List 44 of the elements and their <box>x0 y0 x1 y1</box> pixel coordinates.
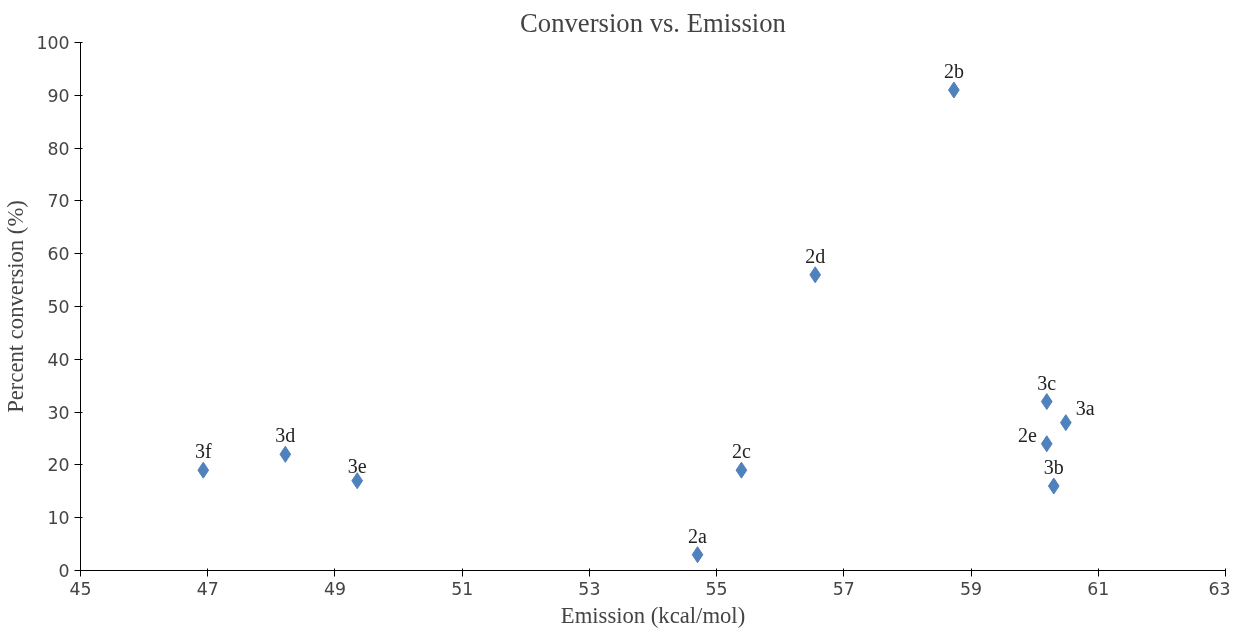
point <box>279 445 292 463</box>
text: 2d <box>805 244 826 267</box>
y-tick-label: 90 <box>47 85 70 106</box>
text: 3c <box>1037 371 1057 394</box>
x-tick-label: 51 <box>451 578 474 599</box>
x-tick-label: 47 <box>196 578 219 599</box>
y-tick-label: 70 <box>47 191 70 212</box>
y-tick-label: 80 <box>47 138 70 159</box>
text: 3b <box>1043 456 1064 479</box>
text: 3d <box>275 424 296 447</box>
point <box>197 461 210 479</box>
point <box>1040 435 1053 453</box>
point <box>351 472 364 490</box>
y-tick-label: 40 <box>47 349 70 370</box>
text: 2b <box>943 60 964 83</box>
text: 2c <box>731 440 751 463</box>
x-tick-label: 53 <box>578 578 601 599</box>
y-axis-title: Percent conversion (%) <box>3 200 29 413</box>
point <box>809 266 822 284</box>
x-tick-label: 59 <box>960 578 983 599</box>
point <box>691 546 704 564</box>
y-tick-label: 50 <box>47 297 70 317</box>
y-tick-label: 60 <box>47 244 70 265</box>
x-axis-title: Emission (kcal/mol) <box>560 602 746 628</box>
point <box>735 461 748 479</box>
text: 3e <box>347 454 367 477</box>
y-tick-label: 10 <box>47 508 70 529</box>
chart-title: Conversion vs. Emission <box>520 7 786 38</box>
y-tick-label: 30 <box>47 402 70 423</box>
text: 3f <box>194 440 212 463</box>
point <box>1047 477 1060 495</box>
text: 2a <box>688 524 707 547</box>
y-tick-label: 0 <box>58 561 70 581</box>
x-tick-label: 49 <box>323 578 346 599</box>
y-tick-label: 20 <box>47 455 70 476</box>
x-tick-label: 61 <box>1087 578 1110 599</box>
point <box>1040 393 1053 411</box>
x-tick-label: 45 <box>69 578 92 599</box>
text: 2e <box>1017 423 1037 446</box>
x-tick-label: 57 <box>832 578 855 599</box>
x-tick-label: 55 <box>705 578 728 599</box>
y-tick-label: 100 <box>36 33 70 53</box>
x-tick-label: 63 <box>1208 578 1231 599</box>
text: 3a <box>1075 396 1095 419</box>
